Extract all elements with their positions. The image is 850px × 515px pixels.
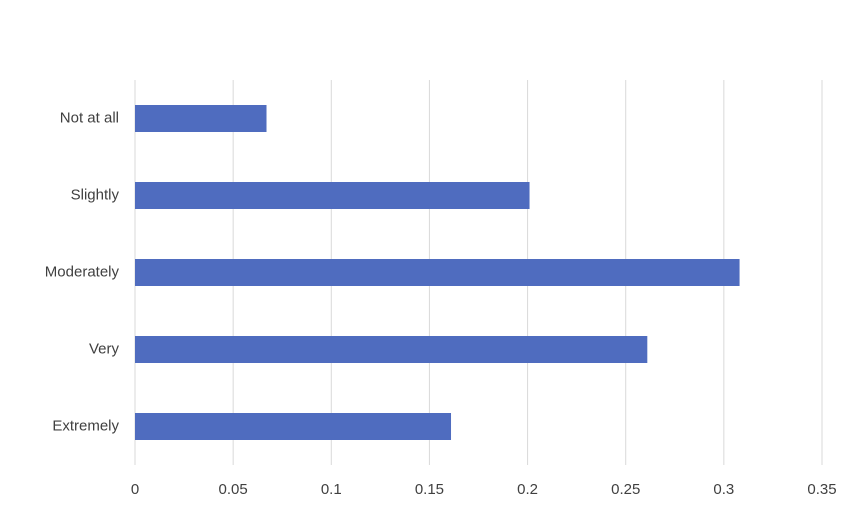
bar bbox=[135, 259, 740, 286]
bar bbox=[135, 336, 648, 363]
x-tick-label: 0.1 bbox=[321, 481, 342, 498]
x-tick-label: 0.3 bbox=[713, 481, 734, 498]
x-tick-label: 0.25 bbox=[611, 481, 640, 498]
y-tick-label: Extremely bbox=[52, 417, 119, 434]
y-tick-label: Not at all bbox=[60, 109, 119, 126]
y-tick-label: Very bbox=[89, 340, 120, 357]
x-tick-label: 0 bbox=[131, 481, 139, 498]
y-tick-label: Slightly bbox=[71, 186, 120, 203]
x-tick-label: 0.05 bbox=[219, 481, 248, 498]
x-tick-label: 0.15 bbox=[415, 481, 444, 498]
y-tick-label: Moderately bbox=[45, 263, 120, 280]
x-tick-label: 0.2 bbox=[517, 481, 538, 498]
bar bbox=[135, 182, 530, 209]
x-tick-label: 0.35 bbox=[807, 481, 836, 498]
bar bbox=[135, 413, 452, 440]
bar bbox=[135, 105, 267, 132]
